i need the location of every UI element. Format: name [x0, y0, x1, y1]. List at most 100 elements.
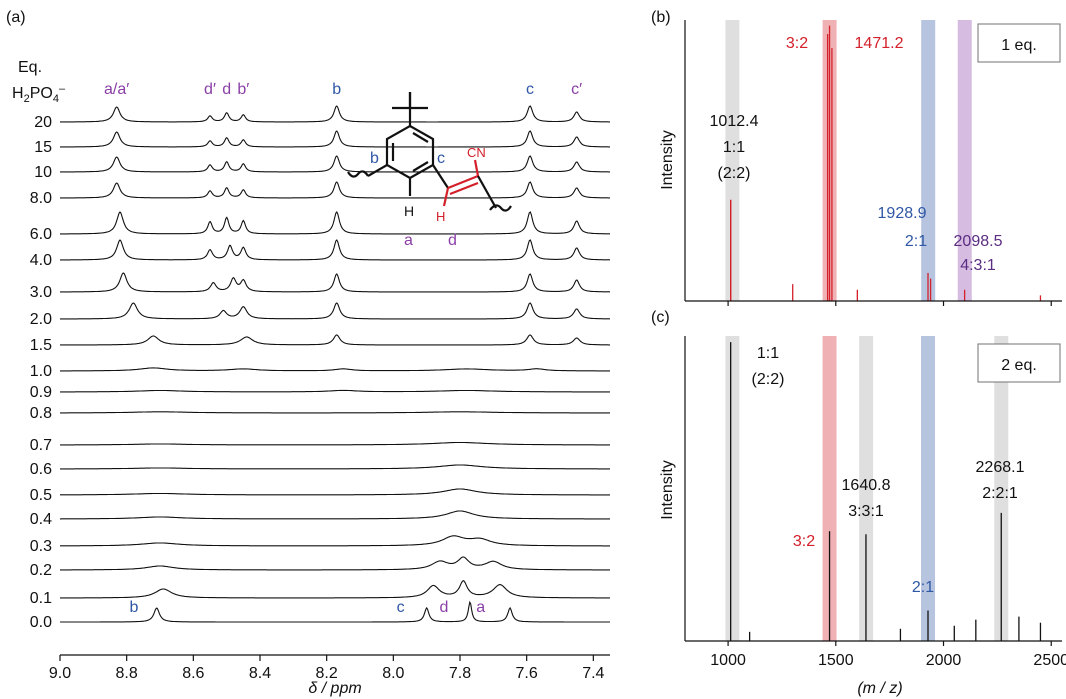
vinyl-double-bond-2 — [449, 181, 479, 196]
nmr-spectrum-trace — [60, 211, 610, 235]
panel-a-label: (a) — [6, 9, 26, 26]
ms-b-label-1012-mz: 1012.4 — [710, 113, 759, 130]
panel-b-label: (b) — [651, 9, 671, 26]
nmr-spectra — [60, 105, 610, 623]
nmr-bottom-peak-label: b — [130, 599, 139, 616]
ms-c-label-1640-mz: 1640.8 — [842, 477, 891, 494]
benzene-inner-bond-3 — [412, 132, 429, 143]
ms-c-highlights — [725, 336, 1009, 641]
h-bond-d — [442, 187, 450, 207]
ms-b-peaks — [730, 25, 1042, 301]
nmr-spectrum-trace — [60, 334, 610, 346]
ms-c-x-axis-label: (m / z) — [857, 680, 902, 697]
ms-c-label-1640-ratio: 3:3:1 — [848, 503, 884, 520]
c-highlight-band — [822, 336, 837, 641]
ms-c-legend-box — [977, 343, 1061, 383]
c-highlight-band — [859, 336, 874, 641]
ms-b-label-1012-complex: (2:2) — [718, 165, 751, 182]
structure-label-c: c — [437, 150, 445, 167]
c-highlight-band — [725, 336, 740, 641]
ms-c-label-2to1: 2:1 — [912, 579, 934, 596]
nmr-top-peak-label: d′ — [204, 81, 216, 98]
nmr-top-peak-label: d — [222, 81, 231, 98]
ms-b-label-1471-mz: 1471.2 — [855, 35, 904, 52]
structure-label-a: a — [404, 232, 413, 249]
c-highlight-band — [994, 336, 1009, 641]
benzene-inner-bond-2 — [412, 161, 429, 172]
cn-bond — [473, 159, 480, 177]
left-wavy-bond — [347, 170, 369, 178]
ms-b-label-2098-mz: 2098.5 — [954, 233, 1003, 250]
nmr-spectrum-trace — [60, 105, 610, 123]
nmr-x-tick-label: 7.6 — [516, 665, 538, 682]
nmr-equivalent-labels: 20 15 10 8.0 6.0 4.0 3.0 2.0 1.5 1.0 0.9 0.8 0.7 0.6 0… — [30, 114, 52, 631]
ms-b-legend-box — [977, 23, 1061, 63]
nmr-bottom-peak-label: c — [397, 599, 405, 616]
nmr-x-tick-label: 8.8 — [116, 665, 138, 682]
eq-label: 2.0 — [30, 311, 52, 328]
eq-label: 6.0 — [30, 226, 52, 243]
nmr-spectrum-trace — [60, 510, 610, 520]
eq-label: 0.7 — [30, 437, 52, 454]
ms-b-label-1012-ratio: 1:1 — [723, 139, 745, 156]
ms-c-x-ticks: 1000 1500 2000 2500 — [710, 641, 1066, 669]
eq-label: 15 — [34, 139, 52, 156]
right-link-bond — [477, 175, 497, 209]
nmr-spectrum-trace — [60, 302, 610, 320]
h2po4-header-sub4: 4 — [53, 93, 59, 105]
ms-b-x-ticks — [727, 301, 1052, 306]
nmr-spectrum-trace — [60, 367, 610, 372]
structure-label-cn: CN — [467, 145, 486, 160]
ms-c-label-1to1-complex: (2:2) — [752, 371, 785, 388]
nmr-spectrum-trace — [60, 600, 610, 623]
nmr-top-peak-label: b — [332, 81, 341, 98]
ms-c-label-2268-ratio: 2:2:1 — [982, 485, 1018, 502]
nmr-spectrum-trace — [60, 580, 610, 599]
nmr-spectrum-trace — [60, 239, 610, 261]
ms-b-label-2098-ratio: 4:3:1 — [960, 257, 996, 274]
vinyl-double-bond-1 — [447, 174, 479, 190]
nmr-bottom-peak-label: a — [476, 599, 485, 616]
b-highlight-band — [921, 20, 936, 301]
nmr-spectrum-trace — [60, 488, 610, 496]
eq-label: 0.4 — [30, 511, 52, 528]
nmr-spectrum-trace — [60, 411, 610, 414]
ms-b-highlights — [725, 20, 972, 301]
b-highlight-band — [957, 20, 972, 301]
eq-label: 0.1 — [30, 590, 52, 607]
nmr-top-peak-labels: a/a′ d′ d b′ b c c′ — [104, 81, 582, 98]
nmr-x-tick-label: 8.6 — [182, 665, 204, 682]
ms-b-label-1928-mz: 1928.9 — [878, 205, 927, 222]
ms-b-label-1928-ratio: 2:1 — [905, 233, 927, 250]
nmr-top-peak-label: c′ — [571, 81, 582, 98]
eq-label: 1.0 — [30, 363, 52, 380]
c-x-tick-label: 1000 — [710, 652, 746, 669]
ms-c-y-axis-label: Intensity — [659, 460, 676, 520]
nmr-spectrum-trace — [60, 556, 610, 571]
ms-b-y-axis-label: Intensity — [659, 130, 676, 190]
structure-label-h-vinyl: H — [436, 209, 445, 224]
h2po4-header-h: H — [12, 85, 24, 102]
h2po4-header: H2PO4– — [12, 83, 66, 105]
eq-label: 0.6 — [30, 461, 52, 478]
c-highlight-band — [921, 336, 936, 641]
ms-c-peaks — [730, 342, 1042, 641]
ms-c-label-1to1-ratio: 1:1 — [757, 345, 779, 362]
ms-b-peak-labels: 1012.4 1:1 (2:2) 3:2 1471.2 1928.9 2:1 2… — [710, 35, 1003, 274]
nmr-top-peak-label: c — [526, 81, 534, 98]
structure-label-b: b — [370, 150, 379, 167]
nmr-x-tick-label: 9.0 — [49, 665, 71, 682]
eq-label: 0.8 — [30, 405, 52, 422]
eq-label: 8.0 — [30, 190, 52, 207]
eq-label: 10 — [34, 164, 52, 181]
ms-b-legend-text: 1 eq. — [1001, 37, 1037, 54]
eq-label: 4.0 — [30, 252, 52, 269]
chemical-structure — [347, 92, 512, 212]
eq-label: 0.0 — [30, 614, 52, 631]
nmr-bottom-peak-label: d — [440, 599, 449, 616]
eq-header: Eq. — [18, 59, 42, 76]
c-x-tick-label: 2000 — [926, 652, 962, 669]
nmr-spectrum-trace — [60, 155, 610, 173]
